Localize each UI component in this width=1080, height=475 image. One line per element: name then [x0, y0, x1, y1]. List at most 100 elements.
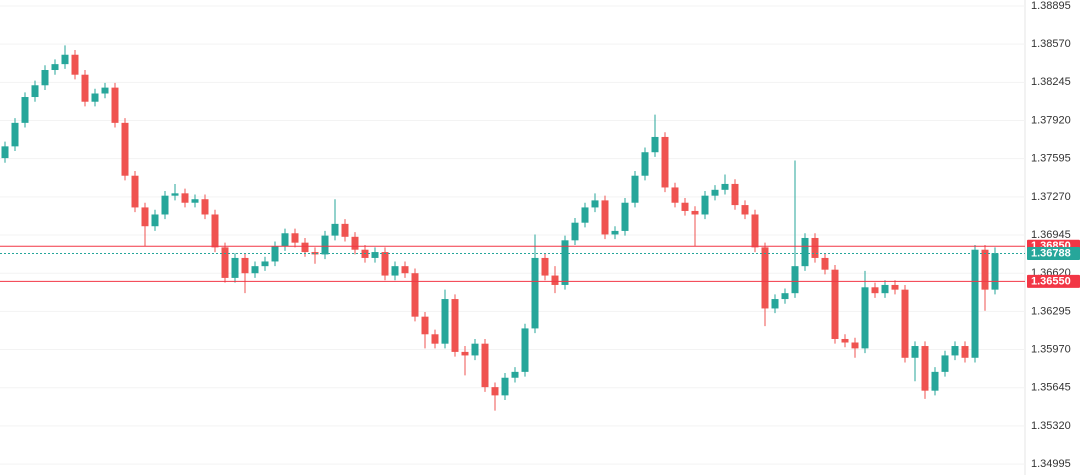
candle-body [901, 289, 909, 358]
candle-body [261, 261, 269, 267]
candle-body [911, 346, 919, 358]
y-tick-label: 1.34995 [1031, 458, 1071, 470]
y-tick-label: 1.37595 [1031, 153, 1071, 165]
candle-body [971, 249, 979, 358]
candle-body [221, 247, 229, 278]
candle-body [581, 207, 589, 223]
candle-body [311, 252, 319, 255]
candle-body [821, 257, 829, 270]
candle-body [661, 136, 669, 188]
candle-body [711, 189, 719, 196]
candle-body [331, 223, 339, 236]
candle-body [741, 205, 749, 215]
price-label-box [1027, 274, 1080, 288]
candle-body [701, 195, 709, 215]
candle-body [601, 200, 609, 235]
candle-body [791, 266, 799, 294]
candle-body [801, 237, 809, 267]
candle-body [861, 287, 869, 349]
candle-body [191, 199, 199, 203]
candle-body [201, 199, 209, 215]
candle-body [81, 74, 89, 102]
candle-body [781, 293, 789, 300]
candle-body [871, 287, 879, 294]
candle-body [451, 299, 459, 352]
candle-body [421, 316, 429, 335]
candle-body [241, 257, 249, 274]
candle-body [1, 146, 9, 159]
candle-body [211, 214, 219, 248]
candle-body [151, 214, 159, 227]
y-tick-label: 1.36295 [1031, 305, 1071, 317]
candle-body [101, 87, 109, 94]
candle-body [131, 175, 139, 208]
y-tick-label: 1.35970 [1031, 343, 1071, 355]
candle-body [291, 233, 299, 243]
candle-body [751, 214, 759, 248]
candle-body [941, 355, 949, 372]
candle-body [281, 233, 289, 247]
candle-body [891, 284, 899, 290]
candle-body [631, 175, 639, 203]
candle-body [171, 193, 179, 196]
candle-body [671, 187, 679, 203]
candle-body [561, 240, 569, 285]
candle-body [471, 343, 479, 356]
candle-body [981, 249, 989, 290]
candle-body [761, 247, 769, 309]
candle-body [51, 64, 59, 71]
candle-body [11, 122, 19, 147]
candle-body [611, 230, 619, 235]
candle-body [841, 338, 849, 343]
candle-body [961, 346, 969, 358]
candle-body [71, 54, 79, 75]
candle-body [681, 202, 689, 211]
candle-body [391, 266, 399, 276]
candle-body [91, 93, 99, 102]
y-tick-label: 1.37270 [1031, 191, 1071, 203]
candle-body [371, 252, 379, 258]
candle-body [351, 236, 359, 250]
y-tick-label: 1.38245 [1031, 76, 1071, 88]
candle-body [21, 97, 29, 123]
candle-body [181, 193, 189, 203]
candle-body [531, 257, 539, 329]
candle-body [771, 299, 779, 309]
candle-body [491, 387, 499, 396]
candle-body [431, 334, 439, 344]
y-tick-label: 1.38570 [1031, 38, 1071, 50]
candle-body [951, 346, 959, 356]
candle-body [161, 195, 169, 215]
candle-body [381, 252, 389, 276]
candle-body [831, 269, 839, 339]
candle-body [551, 275, 559, 285]
candle-body [571, 222, 579, 241]
candle-body [321, 235, 329, 255]
candle-body [811, 237, 819, 258]
candle-body [931, 371, 939, 391]
y-tick-label: 1.36945 [1031, 229, 1071, 241]
candle-body [61, 54, 69, 65]
candle-body [511, 371, 519, 378]
candle-body [541, 257, 549, 276]
y-tick-label: 1.37920 [1031, 114, 1071, 126]
price-label: 1.36788 [1031, 247, 1071, 259]
candle-body [251, 266, 259, 274]
candle-body [591, 200, 599, 208]
candle-body [461, 351, 469, 356]
candle-body [41, 70, 49, 86]
candle-body [881, 284, 889, 294]
y-tick-label: 1.35320 [1031, 420, 1071, 432]
price-label-box [1027, 246, 1080, 260]
candle-body [991, 253, 999, 290]
candle-body [111, 87, 119, 123]
candle-body [501, 377, 509, 396]
candle-body [411, 273, 419, 317]
candle-body [521, 328, 529, 372]
candle-body [401, 266, 409, 274]
candle-body [31, 85, 39, 98]
candle-body [271, 246, 279, 262]
y-tick-label: 1.35645 [1031, 382, 1071, 394]
